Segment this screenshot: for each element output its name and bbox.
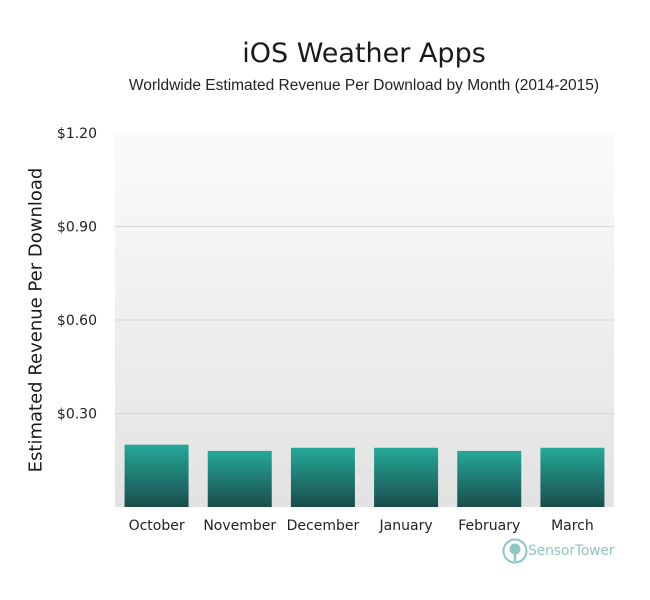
y-tick-label: $0.30 <box>57 407 97 423</box>
watermark-text: SensorTower <box>528 543 615 559</box>
bar-december <box>290 447 355 507</box>
sensor-tower-logo-icon <box>502 538 528 564</box>
x-tick-label: February <box>458 518 520 534</box>
x-tick-label: January <box>379 518 433 534</box>
bar-march <box>540 447 605 507</box>
y-tick-label: $0.60 <box>57 313 97 329</box>
bar-november <box>207 450 272 507</box>
bar-october <box>124 444 189 507</box>
bar-january <box>374 447 439 507</box>
chart-subtitle: Worldwide Estimated Revenue Per Download… <box>128 77 600 94</box>
bar-february <box>457 450 522 507</box>
x-tick-label: March <box>551 518 594 534</box>
chart-title: iOS Weather Apps <box>242 38 486 69</box>
x-tick-label: November <box>203 518 276 534</box>
x-tick-label: October <box>129 518 185 534</box>
y-tick-label: $1.20 <box>57 126 97 142</box>
y-tick-label: $0.90 <box>57 220 97 236</box>
sensor-tower-watermark: SensorTower <box>502 538 615 564</box>
x-tick-label: December <box>287 518 360 534</box>
